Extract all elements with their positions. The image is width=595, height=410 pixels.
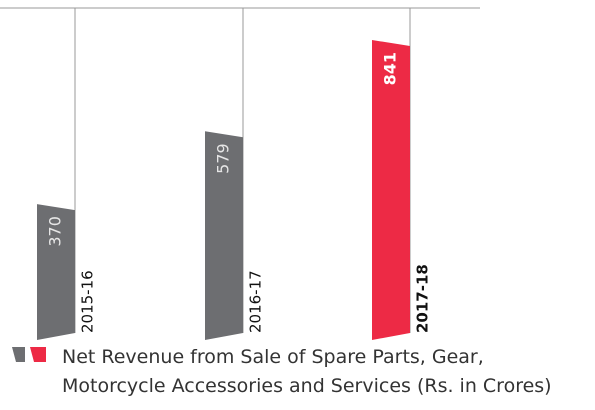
legend-text: Net Revenue from Sale of Spare Parts, Ge…: [62, 346, 552, 397]
category-label: 2017-18: [414, 264, 432, 333]
category-label: 2016-17: [247, 270, 265, 333]
value-label: 841: [381, 52, 400, 85]
legend-icon-red: [30, 347, 46, 362]
value-label: 370: [46, 216, 65, 247]
value-label: 579: [214, 143, 233, 174]
category-label: 2015-16: [79, 270, 97, 333]
bar: [37, 204, 75, 340]
bar: [205, 131, 243, 340]
bar: [372, 40, 410, 340]
legend-icon-gray: [12, 347, 25, 362]
